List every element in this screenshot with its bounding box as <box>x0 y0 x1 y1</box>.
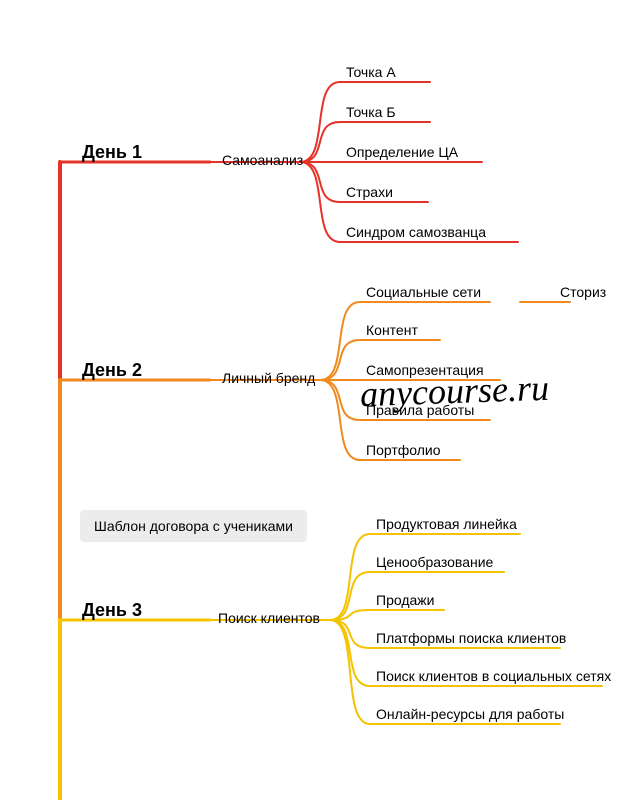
branch-label-2-2: Продажи <box>376 592 434 608</box>
day-mid-label-0: Самоанализ <box>222 152 303 168</box>
branch-label-1-2: Самопрезентация <box>366 362 484 378</box>
branch-label-2-5: Онлайн-ресурсы для работы <box>376 706 564 722</box>
day-mid-label-1: Личный бренд <box>222 370 315 386</box>
branch-label-1-4: Портфолио <box>366 442 441 458</box>
branch-label-0-1: Точка Б <box>346 104 396 120</box>
day-label-2: День 3 <box>82 600 142 621</box>
branch-extra-1-0: Сториз <box>560 284 606 300</box>
branch-label-2-0: Продуктовая линейка <box>376 516 517 532</box>
branch-label-2-3: Платформы поиска клиентов <box>376 630 566 646</box>
branch-label-2-1: Ценообразование <box>376 554 493 570</box>
branch-label-0-3: Страхи <box>346 184 393 200</box>
branch-label-1-1: Контент <box>366 322 418 338</box>
template-badge-text: Шаблон договора с учениками <box>94 518 293 534</box>
day-label-1: День 2 <box>82 360 142 381</box>
branch-label-0-4: Синдром самозванца <box>346 224 486 240</box>
branch-label-1-0: Социальные сети <box>366 284 481 300</box>
branch-label-1-3: Правила работы <box>366 402 474 418</box>
day-label-0: День 1 <box>82 142 142 163</box>
branch-label-2-4: Поиск клиентов в социальных сетях <box>376 668 611 684</box>
branch-label-0-0: Точка А <box>346 64 396 80</box>
branch-label-0-2: Определение ЦА <box>346 144 458 160</box>
template-badge: Шаблон договора с учениками <box>80 510 307 542</box>
day-mid-label-2: Поиск клиентов <box>218 610 320 626</box>
